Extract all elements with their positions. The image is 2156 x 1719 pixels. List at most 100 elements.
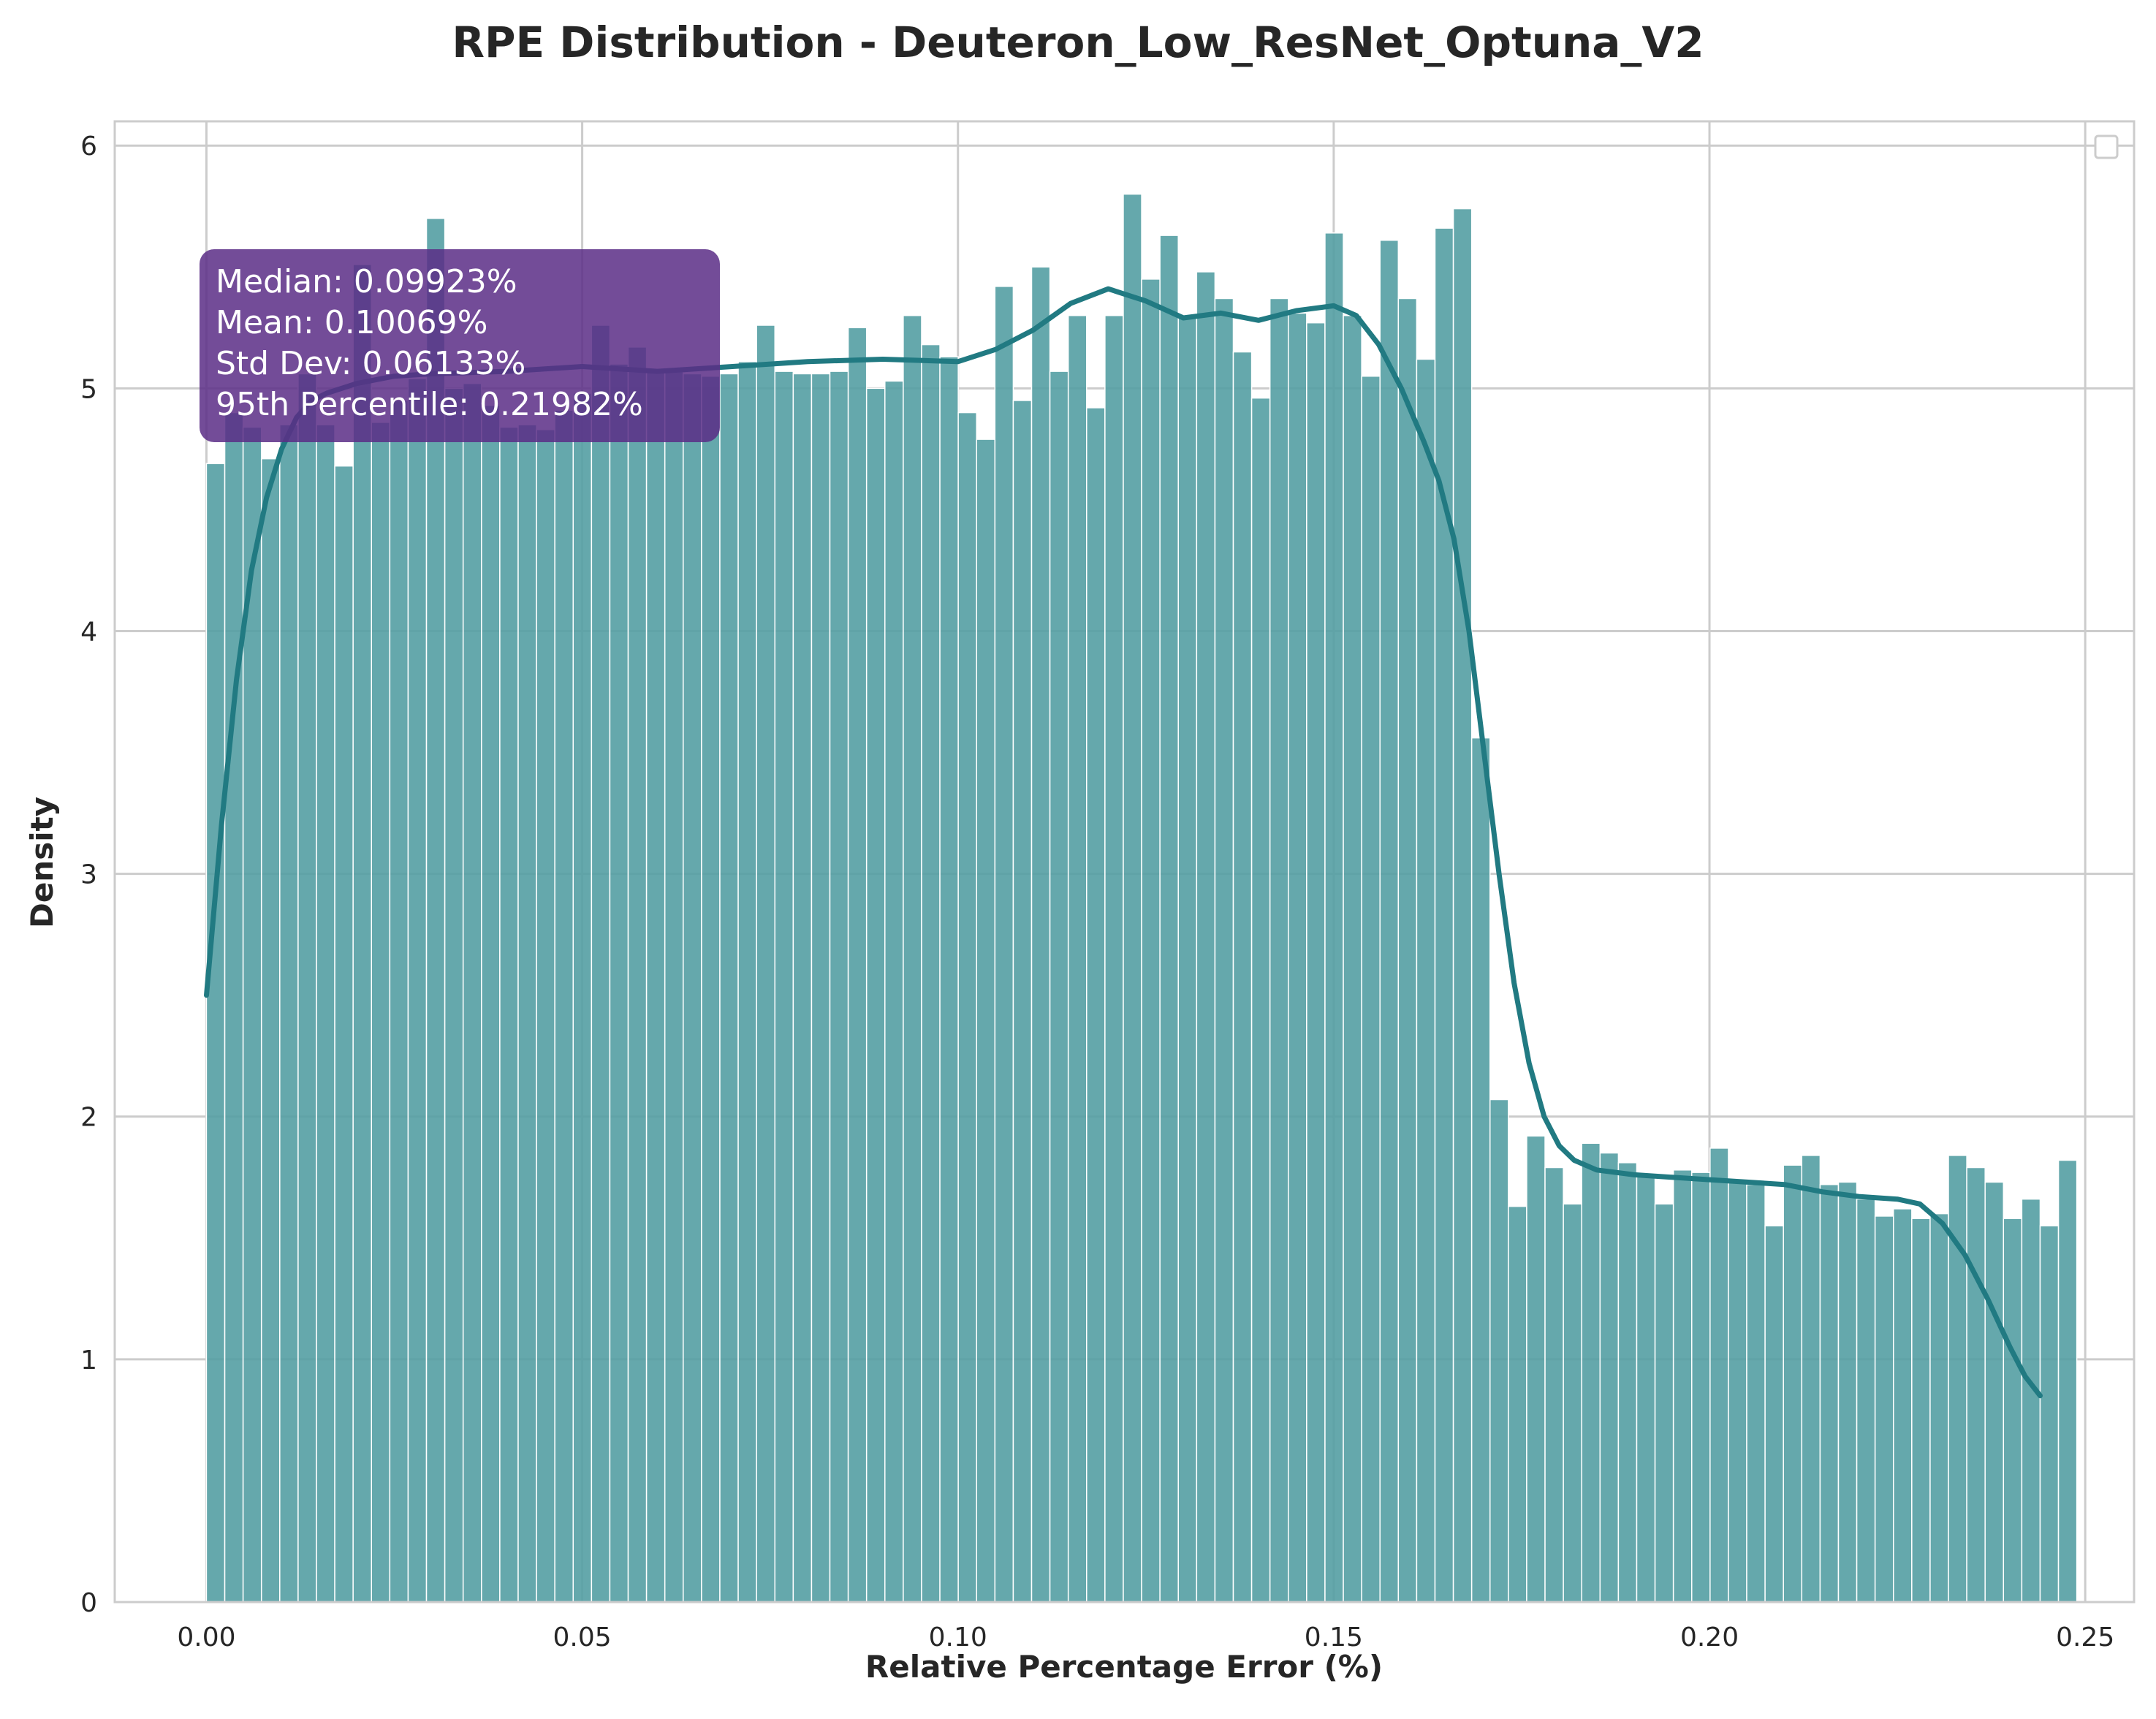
histogram-bar bbox=[1177, 317, 1198, 1603]
histogram-bar bbox=[481, 404, 501, 1603]
histogram-bar bbox=[1067, 314, 1088, 1603]
histogram-bar bbox=[701, 375, 721, 1603]
histogram-bar bbox=[316, 424, 335, 1603]
histogram-bar bbox=[1691, 1172, 1711, 1603]
y-tick-label-0: 0 bbox=[80, 1588, 97, 1618]
histogram-bar bbox=[1086, 407, 1106, 1603]
histogram-bar bbox=[976, 439, 996, 1603]
histogram-bar bbox=[1599, 1152, 1620, 1603]
histogram-bar bbox=[1030, 266, 1051, 1603]
y-tick-label-2: 2 bbox=[80, 1103, 97, 1133]
histogram-bar bbox=[554, 409, 574, 1603]
histogram-bar bbox=[1288, 312, 1307, 1603]
histogram-bar bbox=[2039, 1225, 2060, 1603]
histogram-bar bbox=[1984, 1181, 2005, 1603]
histogram-bar bbox=[792, 373, 813, 1603]
x-tick-label-5: 0.25 bbox=[2056, 1623, 2114, 1652]
histogram-bar bbox=[2057, 1159, 2078, 1603]
histogram-bar bbox=[884, 380, 904, 1603]
histogram-bar bbox=[572, 392, 593, 1603]
histogram-bar bbox=[957, 411, 977, 1603]
y-axis-label: Density bbox=[24, 797, 60, 928]
histogram-bar bbox=[1856, 1198, 1876, 1603]
y-tick-label-3: 3 bbox=[80, 860, 97, 890]
histogram-bar bbox=[774, 371, 794, 1603]
x-axis-ticks: 0.00 0.05 0.10 0.15 0.20 0.25 bbox=[177, 1623, 2114, 1652]
histogram-bar bbox=[260, 458, 281, 1603]
histogram-bar bbox=[1801, 1155, 1821, 1603]
histogram-bar bbox=[1563, 1203, 1582, 1603]
stats-std-dev: Std Dev: 0.06133% bbox=[216, 345, 525, 382]
histogram-bar bbox=[1049, 371, 1069, 1603]
histogram-bar bbox=[1397, 297, 1418, 1603]
histogram-bar bbox=[1728, 1181, 1747, 1603]
histogram-bar bbox=[1617, 1162, 1638, 1603]
histogram-bar bbox=[939, 356, 959, 1603]
histogram-bar bbox=[224, 411, 244, 1603]
histogram-bar bbox=[352, 264, 373, 1603]
histogram-bar bbox=[389, 400, 409, 1603]
histogram-bar bbox=[903, 314, 922, 1603]
histogram-bar bbox=[865, 387, 886, 1603]
histogram-bar bbox=[1581, 1142, 1601, 1603]
histogram-bar bbox=[279, 424, 299, 1603]
histogram-bar bbox=[1123, 193, 1142, 1603]
histogram-bar bbox=[334, 465, 354, 1603]
histogram-bar bbox=[609, 363, 629, 1603]
histogram-bar bbox=[2021, 1198, 2041, 1603]
y-tick-label-4: 4 bbox=[80, 617, 97, 647]
histogram-bar bbox=[1196, 271, 1216, 1603]
plot-frame bbox=[113, 120, 2136, 1604]
histogram-bar bbox=[1232, 351, 1253, 1603]
histogram-bar bbox=[847, 327, 868, 1603]
stats-median: Median: 0.09923% bbox=[216, 263, 517, 300]
x-tick-label-2: 0.10 bbox=[929, 1623, 987, 1652]
histogram-bars bbox=[205, 193, 2078, 1603]
stats-mean: Mean: 0.10069% bbox=[216, 304, 487, 341]
histogram-bar bbox=[1948, 1155, 1967, 1603]
x-axis-label: Relative Percentage Error (%) bbox=[865, 1649, 1383, 1685]
histogram-bar bbox=[1911, 1218, 1931, 1603]
x-tick-label-3: 0.15 bbox=[1305, 1623, 1363, 1652]
histogram-bar bbox=[1324, 232, 1344, 1603]
histogram-bar bbox=[499, 426, 519, 1603]
chart-title: RPE Distribution - Deuteron_Low_ResNet_O… bbox=[452, 18, 1704, 67]
stats-box: Median: 0.09923% Mean: 0.10069% Std Dev:… bbox=[200, 249, 720, 442]
histogram-bar bbox=[407, 378, 428, 1603]
stats-box-background bbox=[200, 249, 720, 442]
histogram-bar bbox=[205, 463, 226, 1603]
histogram-bar bbox=[1214, 297, 1234, 1603]
histogram-bar bbox=[1672, 1169, 1693, 1603]
histogram-bar bbox=[1434, 227, 1454, 1603]
histogram-bar bbox=[1343, 314, 1362, 1603]
histogram-bar bbox=[1250, 397, 1271, 1603]
histogram-bar bbox=[1709, 1147, 1729, 1603]
histogram-bar bbox=[1764, 1225, 1784, 1603]
histogram-bar bbox=[1746, 1183, 1766, 1603]
y-tick-label-5: 5 bbox=[80, 374, 97, 404]
histogram-bar bbox=[1654, 1203, 1674, 1603]
histogram-bar bbox=[371, 422, 391, 1603]
histogram-bar bbox=[1892, 1208, 1913, 1603]
histogram-bar bbox=[1416, 358, 1436, 1603]
histogram-bar bbox=[1489, 1098, 1509, 1603]
histogram-bar bbox=[2003, 1218, 2023, 1603]
histogram-bar bbox=[1159, 235, 1179, 1603]
histogram-bar bbox=[1470, 737, 1491, 1603]
histogram-bar bbox=[1874, 1215, 1894, 1603]
histogram-bar bbox=[1819, 1183, 1840, 1603]
histogram-bar bbox=[756, 325, 775, 1603]
histogram-bar bbox=[536, 429, 555, 1603]
histogram-bar bbox=[811, 373, 831, 1603]
histogram-bar bbox=[444, 387, 464, 1603]
histogram-bar bbox=[1508, 1205, 1527, 1603]
x-tick-label-0: 0.00 bbox=[177, 1623, 235, 1652]
histogram-bar bbox=[994, 286, 1014, 1603]
histogram-bar bbox=[719, 373, 739, 1603]
y-tick-label-1: 1 bbox=[80, 1346, 97, 1375]
histogram-bar bbox=[1526, 1135, 1546, 1603]
histogram-bar bbox=[1306, 322, 1326, 1603]
histogram-bar bbox=[517, 424, 537, 1603]
x-tick-label-4: 0.20 bbox=[1680, 1623, 1739, 1652]
histogram-bar bbox=[425, 218, 446, 1603]
